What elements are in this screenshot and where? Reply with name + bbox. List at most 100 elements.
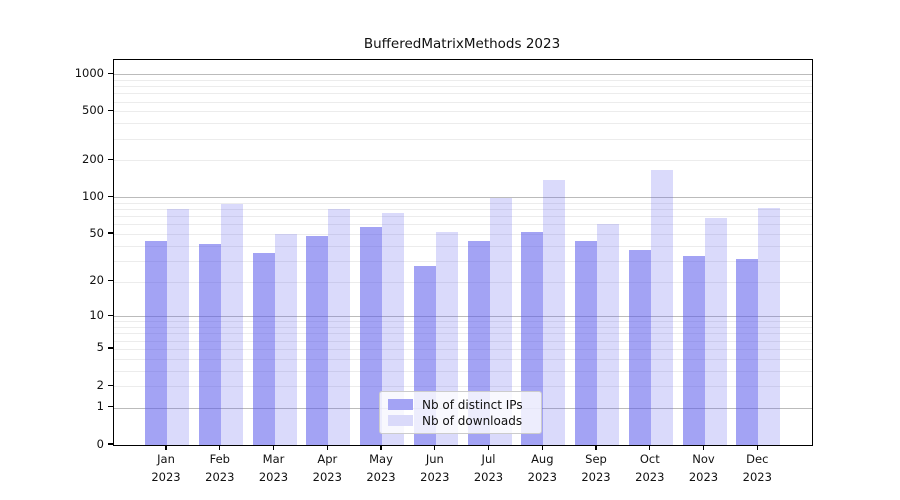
bar-downloads-oct <box>650 169 673 445</box>
minor-gridline <box>114 224 812 226</box>
x-tick-label: Sep 2023 <box>561 451 631 486</box>
bar-distinct-ips-dec <box>736 259 759 445</box>
x-tick-year: 2023 <box>312 469 342 484</box>
y-tick-label: 10 <box>89 307 104 322</box>
major-gridline <box>114 197 812 199</box>
x-tick-month: May <box>369 452 393 466</box>
minor-gridline <box>114 281 812 283</box>
x-tick-mark <box>541 445 543 451</box>
x-tick-label: Jun 2023 <box>400 451 470 486</box>
x-tick-month: Jan <box>157 452 175 466</box>
minor-gridline <box>114 348 812 350</box>
x-tick-month: Jun <box>425 452 444 466</box>
minor-gridline <box>114 245 812 247</box>
y-tick-label: 1000 <box>74 65 104 80</box>
x-tick-year: 2023 <box>258 469 289 484</box>
major-gridline <box>114 74 812 76</box>
y-tick-mark <box>108 109 113 112</box>
x-tick-mark <box>380 445 382 451</box>
plot-area: Nb of distinct IPs Nb of downloads <box>113 59 813 446</box>
x-tick-mark <box>649 445 651 451</box>
x-tick-month: Sep <box>585 452 607 466</box>
x-tick-mark <box>272 445 275 451</box>
minor-gridline <box>114 79 812 81</box>
bar-distinct-ips-may <box>360 227 382 445</box>
x-tick-label: Oct 2023 <box>615 451 685 486</box>
y-tick-label: 20 <box>89 273 104 288</box>
legend-item-downloads: Nb of downloads <box>388 413 533 428</box>
x-tick-mark <box>756 445 758 451</box>
minor-gridline <box>114 234 812 235</box>
x-tick-month: Aug <box>531 452 554 466</box>
x-tick-year: 2023 <box>420 469 450 484</box>
y-tick-mark <box>108 347 113 349</box>
legend-item-distinct-ips: Nb of distinct IPs <box>388 397 533 412</box>
bar-downloads-mar <box>274 234 297 445</box>
x-tick-year: 2023 <box>527 469 557 484</box>
legend: Nb of distinct IPs Nb of downloads <box>379 391 542 434</box>
x-tick-label: Dec 2023 <box>722 451 792 486</box>
chart-title: BufferedMatrixMethods 2023 <box>363 36 561 52</box>
bar-downloads-apr <box>328 208 351 445</box>
x-tick-month: Feb <box>209 452 230 466</box>
y-tick-label: 200 <box>82 151 104 166</box>
minor-gridline <box>114 86 812 88</box>
x-tick-mark <box>702 445 705 451</box>
bar-downloads-feb <box>220 204 243 445</box>
y-tick-label: 2 <box>96 377 104 392</box>
x-tick-label: Feb 2023 <box>185 451 255 486</box>
bar-distinct-ips-jan <box>145 240 167 445</box>
bar-distinct-ips-apr <box>306 236 329 445</box>
y-tick-mark <box>108 232 113 234</box>
x-tick-label: Nov 2023 <box>669 451 739 486</box>
bar-downloads-may <box>382 213 404 445</box>
x-tick-mark <box>165 445 167 451</box>
y-tick-mark <box>108 406 113 408</box>
minor-gridline <box>114 327 812 329</box>
y-tick-mark <box>108 158 113 161</box>
x-tick-month: Nov <box>692 452 715 466</box>
legend-swatch-downloads <box>388 415 413 426</box>
x-tick-mark <box>487 445 490 451</box>
minor-gridline <box>114 260 812 262</box>
x-tick-mark <box>434 445 436 451</box>
bar-downloads-jan <box>167 208 189 445</box>
legend-swatch-distinct-ips <box>388 399 413 410</box>
y-tick-mark <box>108 314 113 316</box>
minor-gridline <box>114 340 812 342</box>
x-tick-year: 2023 <box>581 469 611 484</box>
minor-gridline <box>114 93 812 95</box>
bar-downloads-jul <box>489 198 512 445</box>
legend-label-downloads: Nb of downloads <box>422 413 523 428</box>
minor-gridline <box>114 123 812 125</box>
x-tick-mark <box>595 445 597 451</box>
bar-downloads-aug <box>543 179 566 445</box>
bar-downloads-nov <box>704 217 727 445</box>
minor-gridline <box>114 111 812 113</box>
minor-gridline <box>114 358 812 360</box>
y-tick-mark <box>108 195 113 198</box>
minor-gridline <box>114 216 812 218</box>
y-tick-label: 50 <box>89 225 104 240</box>
y-tick-mark <box>108 443 113 445</box>
x-tick-label: Jan 2023 <box>131 451 201 486</box>
x-tick-month: Dec <box>746 452 769 466</box>
bar-distinct-ips-sep <box>575 240 597 445</box>
x-tick-label: Mar 2023 <box>239 451 309 486</box>
minor-gridline <box>114 333 812 335</box>
y-tick-label: 0 <box>96 436 104 451</box>
y-tick-mark <box>108 280 113 282</box>
bar-downloads-sep <box>597 224 619 445</box>
x-tick-label: Jul 2023 <box>454 451 524 486</box>
bar-distinct-ips-nov <box>682 255 705 445</box>
x-tick-year: 2023 <box>688 469 719 484</box>
y-tick-label: 500 <box>82 102 104 117</box>
minor-gridline <box>114 209 812 211</box>
x-tick-label: Aug 2023 <box>507 451 577 486</box>
y-tick-mark <box>108 72 113 74</box>
x-tick-month: Apr <box>317 452 338 466</box>
x-tick-month: Oct <box>639 452 660 466</box>
minor-gridline <box>114 386 812 388</box>
y-tick-label: 5 <box>96 340 104 355</box>
